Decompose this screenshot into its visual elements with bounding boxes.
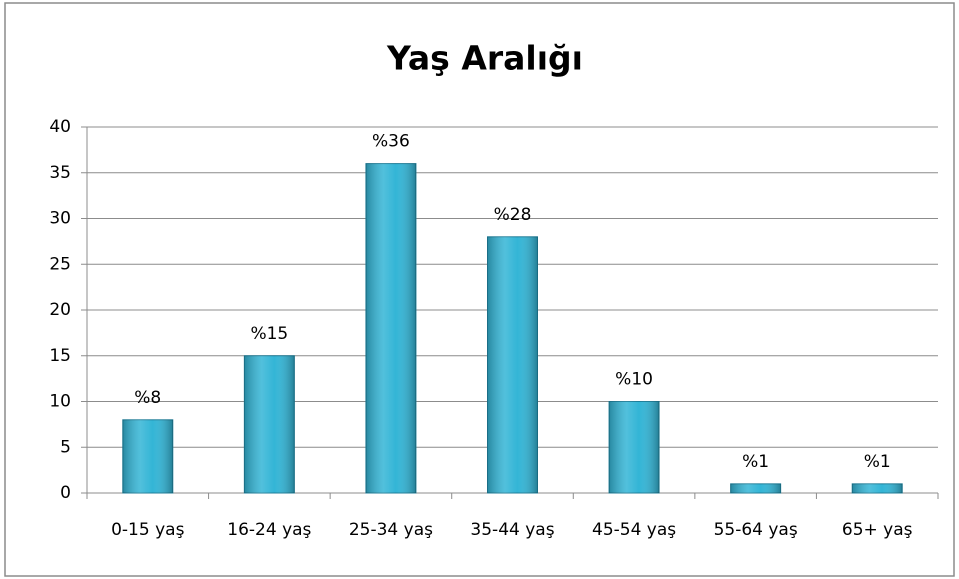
value-label: %15 [250, 324, 288, 344]
y-tick-label: 10 [49, 392, 71, 412]
bar [243, 355, 295, 494]
value-label: %36 [372, 132, 410, 152]
bar [487, 236, 538, 494]
value-label: %1 [864, 452, 891, 472]
x-tick-label: 65+ yaş [842, 520, 913, 540]
bar [851, 483, 903, 494]
bar [365, 163, 417, 494]
x-tick-label: 45-54 yaş [592, 520, 676, 540]
value-label: %10 [615, 370, 653, 390]
bar [608, 401, 660, 494]
y-tick-label: 15 [49, 346, 71, 366]
y-tick-label: 30 [49, 209, 71, 229]
value-label: %8 [134, 388, 161, 408]
x-tick-label: 16-24 yaş [227, 520, 311, 540]
bar [730, 483, 782, 494]
y-tick-label: 20 [49, 300, 71, 320]
value-label: %28 [494, 205, 532, 225]
chart-title: Yaş Aralığı [386, 39, 583, 78]
x-tick-label: 35-44 yaş [470, 520, 554, 540]
y-tick-label: 25 [49, 254, 71, 274]
x-tick-label: 25-34 yaş [349, 520, 433, 540]
y-tick-label: 35 [49, 163, 71, 183]
bar [122, 419, 174, 494]
value-label: %1 [742, 452, 769, 472]
y-tick-label: 0 [60, 483, 71, 503]
y-tick-label: 5 [60, 437, 71, 457]
x-tick-label: 55-64 yaş [714, 520, 798, 540]
y-tick-label: 40 [49, 117, 71, 137]
x-tick-label: 0-15 yaş [111, 520, 184, 540]
